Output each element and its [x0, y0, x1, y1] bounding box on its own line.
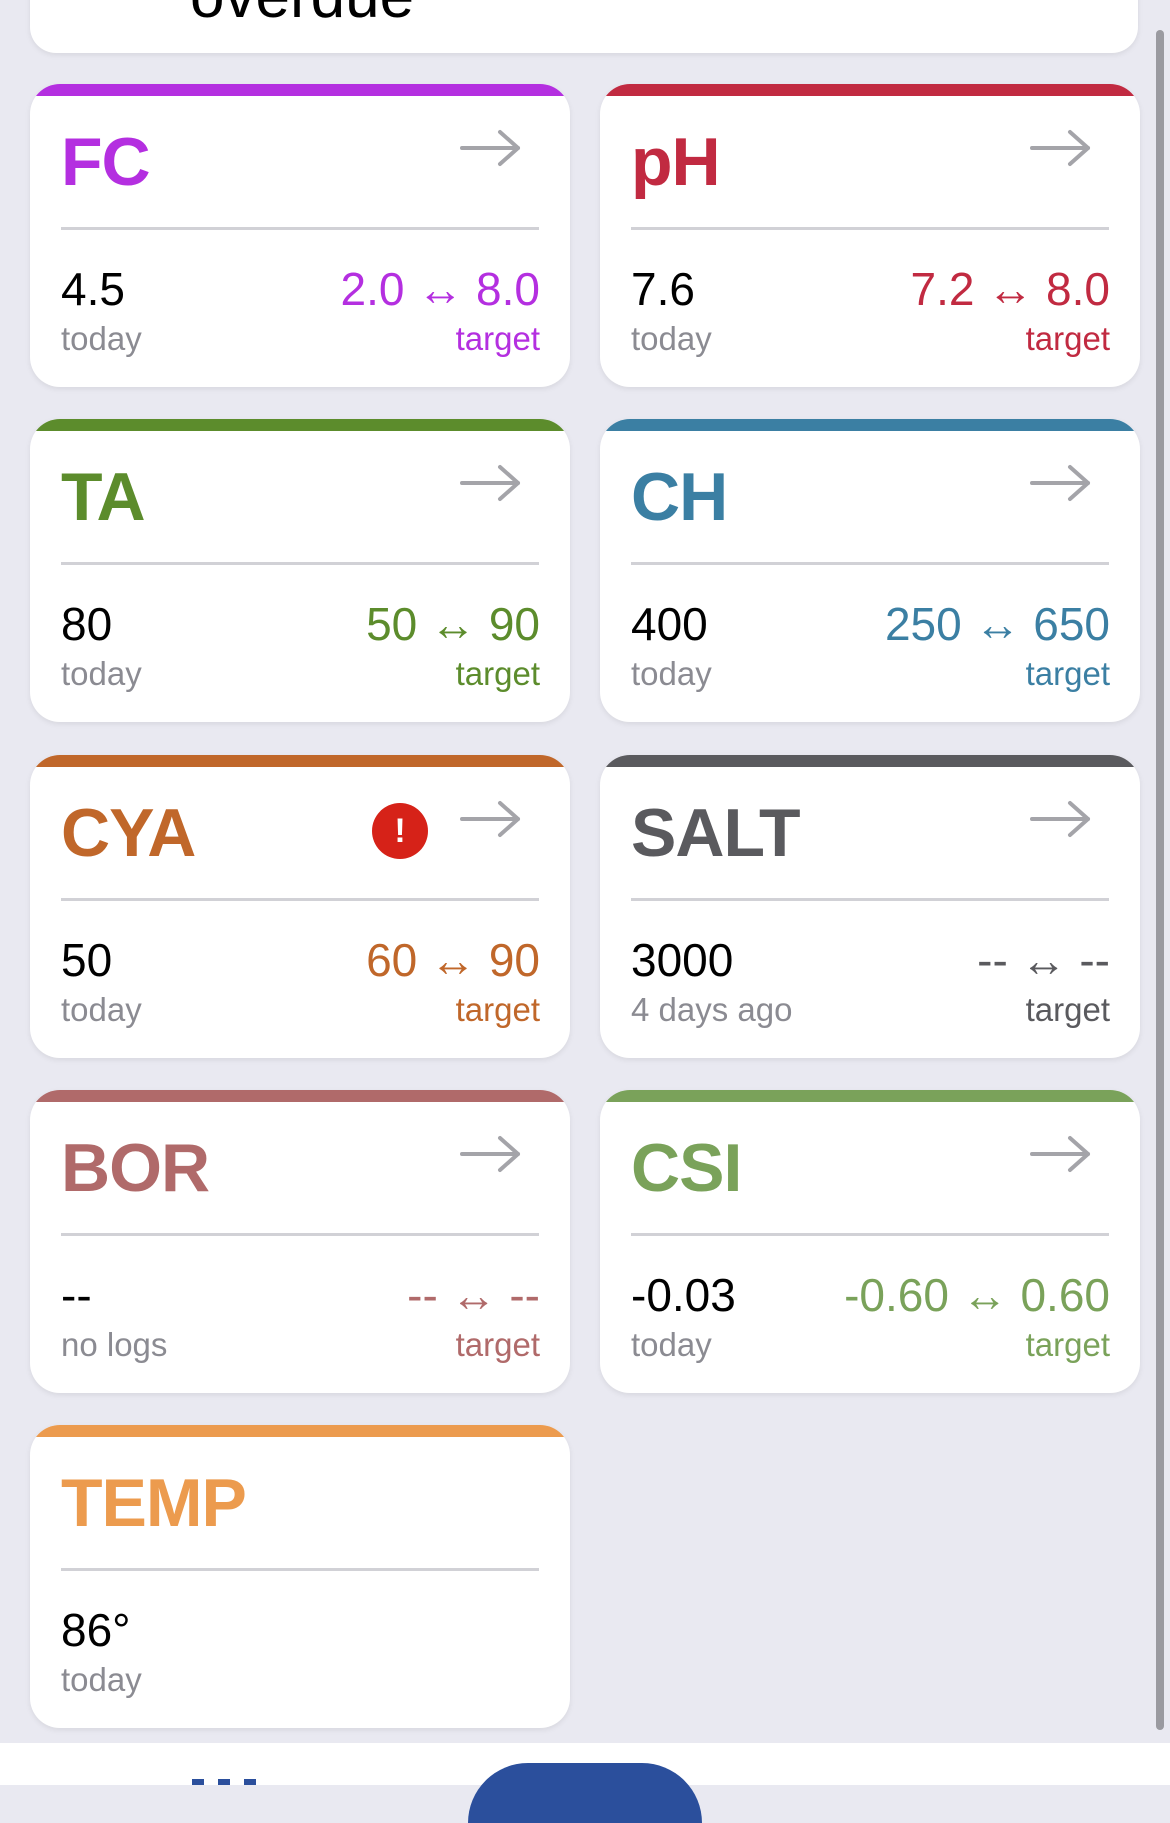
reading-card-ch[interactable]: CH 400 today 250 ↔ 650 target — [600, 419, 1140, 722]
card-when: no logs — [61, 1326, 168, 1363]
card-title: BOR — [61, 1130, 210, 1206]
card-accent-bar — [600, 419, 1140, 431]
card-title: CH — [631, 459, 728, 535]
card-title: CSI — [631, 1130, 742, 1206]
card-divider — [61, 562, 539, 565]
card-when: today — [631, 1326, 712, 1363]
card-title: FC — [61, 124, 151, 200]
card-title: TA — [61, 459, 146, 535]
card-value: -0.03 — [631, 1269, 736, 1321]
card-divider — [61, 1233, 539, 1236]
reading-card-temp[interactable]: TEMP 86° today — [30, 1425, 570, 1728]
card-target-label: target — [1025, 655, 1110, 692]
card-value: 7.6 — [631, 263, 695, 315]
card-target-range: -- ↔ -- — [977, 934, 1110, 986]
card-value: 3000 — [631, 934, 734, 986]
card-accent-bar — [30, 84, 570, 96]
card-divider — [631, 227, 1109, 230]
card-target-label: target — [1025, 991, 1110, 1028]
card-value: -- — [61, 1269, 92, 1321]
card-target-label: target — [455, 320, 540, 357]
overdue-card[interactable]: overdue — [30, 0, 1138, 53]
card-divider — [631, 1233, 1109, 1236]
card-target-range: 250 ↔ 650 — [884, 598, 1110, 650]
reading-card-fc[interactable]: FC 4.5 today 2.0 ↔ 8.0 target — [30, 84, 570, 387]
reading-card-csi[interactable]: CSI -0.03 today -0.60 ↔ 0.60 target — [600, 1090, 1140, 1393]
card-accent-bar — [600, 1090, 1140, 1102]
card-divider — [61, 227, 539, 230]
reading-card-bor[interactable]: BOR -- no logs -- ↔ -- target — [30, 1090, 570, 1393]
card-accent-bar — [30, 755, 570, 767]
card-divider — [631, 898, 1109, 901]
card-target-label: target — [1025, 1326, 1110, 1363]
card-value: 400 — [631, 598, 708, 650]
card-when: today — [631, 655, 712, 692]
reading-card-salt[interactable]: SALT 3000 4 days ago -- ↔ -- target — [600, 755, 1140, 1058]
card-when: today — [61, 320, 142, 357]
card-target-range: 50 ↔ 90 — [366, 598, 540, 650]
card-when: today — [61, 655, 142, 692]
card-accent-bar — [30, 419, 570, 431]
card-when: today — [631, 320, 712, 357]
card-target-range: 7.2 ↔ 8.0 — [910, 263, 1110, 315]
card-accent-bar — [30, 1425, 570, 1437]
card-title: CYA — [61, 795, 196, 871]
card-target-label: target — [455, 991, 540, 1028]
reading-card-ta[interactable]: TA 80 today 50 ↔ 90 target — [30, 419, 570, 722]
card-target-range: 2.0 ↔ 8.0 — [340, 263, 540, 315]
card-when: today — [61, 1661, 142, 1698]
tab-active-pill[interactable] — [468, 1763, 702, 1823]
bottom-tab-bar — [0, 1743, 1170, 1823]
arrow-right-icon[interactable] — [460, 128, 522, 168]
arrow-right-icon[interactable] — [1030, 799, 1092, 839]
overdue-text: overdue — [190, 0, 414, 28]
card-title: TEMP — [61, 1465, 247, 1541]
scrollbar[interactable] — [1156, 30, 1164, 1730]
grid-icon[interactable] — [192, 1779, 256, 1785]
card-divider — [61, 898, 539, 901]
card-value: 86° — [61, 1604, 131, 1656]
card-value: 50 — [61, 934, 113, 986]
arrow-right-icon[interactable] — [460, 463, 522, 503]
card-title: SALT — [631, 795, 800, 871]
card-target-range: 60 ↔ 90 — [366, 934, 540, 986]
card-target-range: -- ↔ -- — [407, 1269, 540, 1321]
card-divider — [61, 1568, 539, 1571]
card-divider — [631, 562, 1109, 565]
card-accent-bar — [600, 755, 1140, 767]
card-accent-bar — [600, 84, 1140, 96]
card-when: today — [61, 991, 142, 1028]
arrow-right-icon[interactable] — [1030, 1134, 1092, 1174]
card-accent-bar — [30, 1090, 570, 1102]
alert-circle-icon[interactable]: ! — [372, 803, 428, 859]
card-target-label: target — [1025, 320, 1110, 357]
card-title: pH — [631, 124, 721, 200]
card-target-label: target — [455, 655, 540, 692]
card-target-label: target — [455, 1326, 540, 1363]
card-target-range: -0.60 ↔ 0.60 — [844, 1269, 1110, 1321]
card-when: 4 days ago — [631, 991, 793, 1028]
reading-card-cya[interactable]: CYA! 50 today 60 ↔ 90 target — [30, 755, 570, 1058]
card-value: 80 — [61, 598, 113, 650]
arrow-right-icon[interactable] — [460, 1134, 522, 1174]
arrow-right-icon[interactable] — [1030, 128, 1092, 168]
arrow-right-icon[interactable] — [460, 799, 522, 839]
arrow-right-icon[interactable] — [1030, 463, 1092, 503]
reading-card-ph[interactable]: pH 7.6 today 7.2 ↔ 8.0 target — [600, 84, 1140, 387]
card-value: 4.5 — [61, 263, 125, 315]
